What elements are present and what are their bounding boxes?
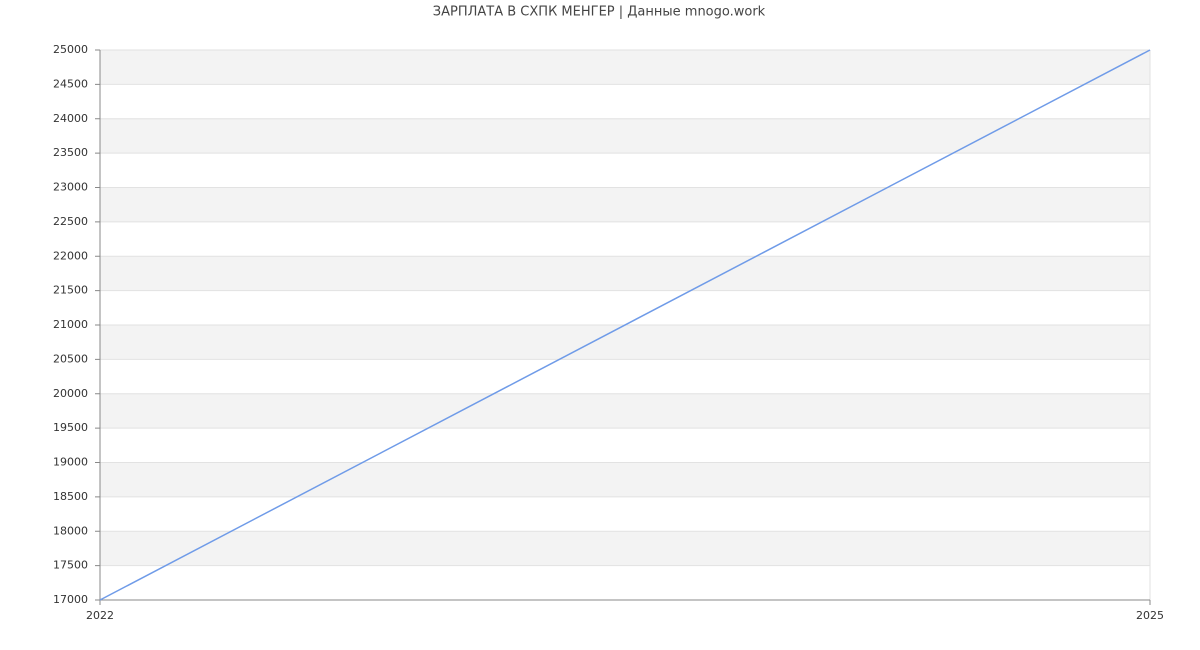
x-tick-label: 2025	[1136, 609, 1164, 622]
grid-band	[100, 359, 1150, 394]
y-tick-label: 17500	[53, 559, 88, 572]
y-tick-label: 19000	[53, 456, 88, 469]
y-tick-label: 23500	[53, 146, 88, 159]
y-tick-label: 21000	[53, 318, 88, 331]
grid-band	[100, 153, 1150, 188]
grid-band	[100, 496, 1150, 532]
grid-band	[100, 462, 1150, 497]
grid-band	[100, 290, 1150, 325]
grid-band	[100, 393, 1150, 429]
y-tick-label: 25000	[53, 43, 88, 56]
y-tick-label: 20500	[53, 352, 88, 365]
y-tick-label: 20000	[53, 387, 88, 400]
y-tick-label: 23000	[53, 181, 88, 194]
y-tick-label: 24000	[53, 112, 88, 125]
y-tick-label: 22000	[53, 249, 88, 262]
grid-band	[100, 565, 1150, 600]
y-tick-label: 18500	[53, 490, 88, 503]
y-tick-label: 21500	[53, 284, 88, 297]
grid-band	[100, 221, 1150, 257]
y-tick-label: 17000	[53, 593, 88, 606]
grid-band	[100, 84, 1150, 119]
grid-band	[100, 428, 1150, 463]
grid-band	[100, 531, 1150, 566]
grid-band	[100, 118, 1150, 154]
grid-band	[100, 256, 1150, 291]
y-tick-label: 19500	[53, 421, 88, 434]
grid-band	[100, 325, 1150, 360]
y-tick-label: 24500	[53, 77, 88, 90]
y-tick-label: 18000	[53, 524, 88, 537]
grid-band	[100, 187, 1150, 222]
x-tick-label: 2022	[86, 609, 114, 622]
grid-band	[100, 50, 1150, 85]
data-line	[99, 49, 1151, 601]
chart-title: ЗАРПЛАТА В СХПК МЕНГЕР | Данные mnogo.wo…	[433, 5, 766, 20]
y-tick-label: 22500	[53, 215, 88, 228]
